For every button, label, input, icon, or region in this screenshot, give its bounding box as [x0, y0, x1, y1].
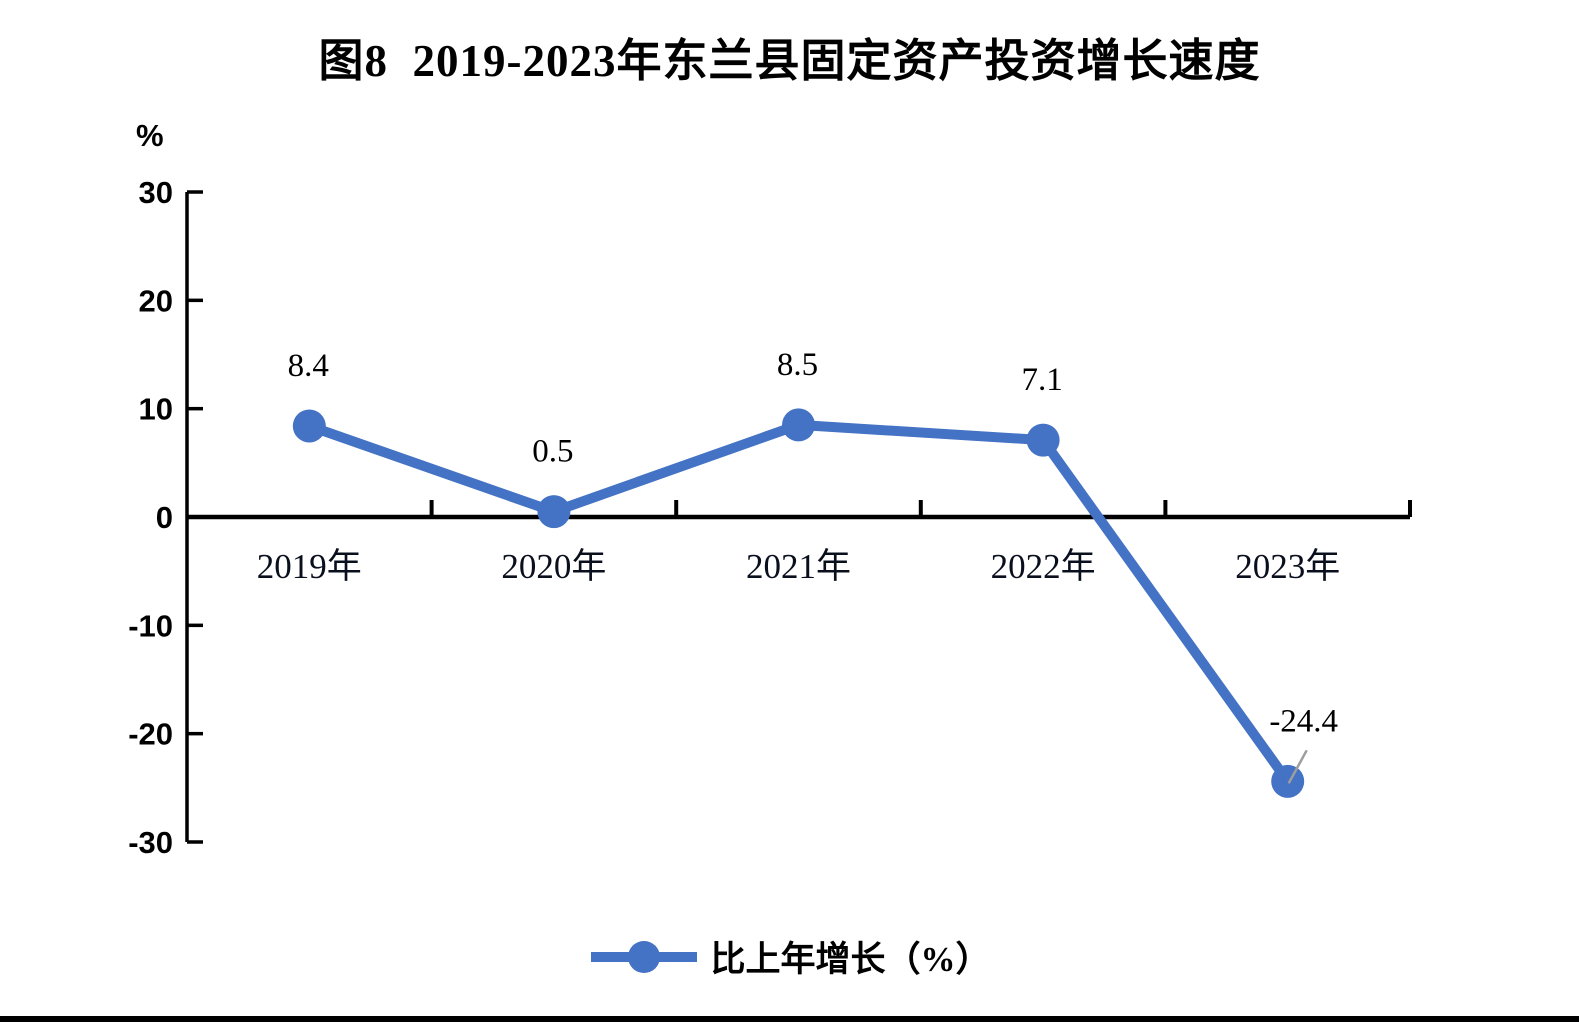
y-tick-label: 10 [139, 392, 173, 427]
data-label: 7.1 [1021, 362, 1062, 398]
data-point [292, 409, 326, 443]
data-label: 0.5 [532, 434, 573, 470]
legend-dot-icon [628, 940, 661, 973]
data-label: 8.5 [777, 347, 818, 383]
x-tick-label: 2022年 [991, 547, 1096, 586]
data-label: 8.4 [288, 348, 329, 384]
y-tick-label: -20 [128, 717, 173, 752]
legend-label: 比上年增长（%） [710, 940, 991, 979]
data-label-leader-line [1287, 749, 1308, 784]
x-tick-label: 2023年 [1235, 547, 1340, 586]
chart-title: 图8 2019-2023年东兰县固定资产投资增长速度 [318, 36, 1261, 86]
x-tick-label: 2019年 [257, 547, 362, 586]
x-tick-label: 2021年 [746, 547, 851, 586]
data-label: -24.4 [1269, 703, 1338, 739]
data-point [537, 495, 571, 529]
series-line [304, 419, 1293, 787]
y-tick-label: 30 [139, 175, 173, 210]
data-point [1026, 423, 1060, 457]
data-point [782, 408, 815, 442]
y-tick-label: 0 [156, 500, 173, 535]
bottom-border-line [0, 1016, 1579, 1022]
y-tick-label: 20 [139, 283, 173, 318]
legend-line-marker-icon [591, 940, 698, 973]
y-tick-label: -30 [128, 825, 173, 860]
y-axis-unit-label: % [136, 118, 164, 153]
legend: 比上年增长（%） [0, 931, 1579, 982]
y-tick-label: -10 [128, 608, 173, 643]
x-tick-label: 2020年 [501, 547, 606, 586]
data-point [1271, 764, 1305, 798]
